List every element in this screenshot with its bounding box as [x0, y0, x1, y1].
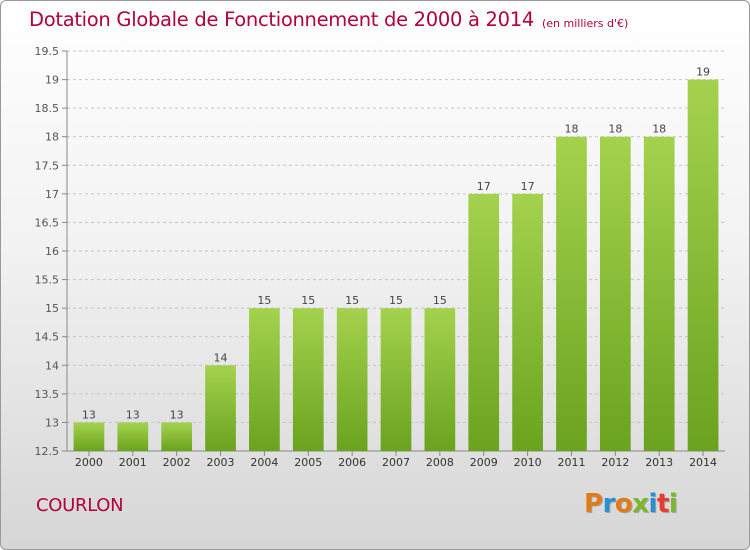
chart-title: Dotation Globale de Fonctionnement de 20…: [29, 8, 534, 31]
y-tick-label: 16.5: [35, 216, 60, 229]
x-tick-label: 2010: [514, 456, 542, 469]
logo-letter: x: [632, 489, 649, 519]
y-tick-label: 15: [45, 302, 59, 315]
x-tick-label: 2004: [250, 456, 278, 469]
y-tick-label: 14: [45, 359, 59, 372]
x-tick-label: 2005: [294, 456, 322, 469]
logo-letter: i: [668, 489, 678, 519]
y-tick-label: 12.5: [35, 445, 60, 458]
bar-2014: [687, 79, 719, 452]
data-label: 15: [345, 294, 359, 307]
data-label: 19: [696, 66, 710, 79]
data-label: 13: [82, 408, 96, 421]
y-tick-label: 13.5: [35, 388, 60, 401]
x-tick-label: 2000: [75, 456, 103, 469]
x-tick-label: 2003: [207, 456, 235, 469]
logo-letter: t: [656, 489, 669, 519]
bar-2000: [73, 422, 105, 451]
logo-letter: P: [584, 489, 603, 519]
data-label: 15: [389, 294, 403, 307]
x-tick-label: 2011: [557, 456, 585, 469]
bar-2005: [292, 308, 324, 451]
y-tick-label: 18.5: [35, 102, 60, 115]
bar-2002: [161, 422, 193, 451]
y-tick-label: 13: [45, 416, 59, 429]
data-label: 13: [126, 408, 140, 421]
x-tick-label: 2008: [426, 456, 454, 469]
x-tick-label: 2002: [163, 456, 191, 469]
data-label: 17: [521, 180, 535, 193]
x-tick-label: 2009: [470, 456, 498, 469]
proxiti-logo: Proxiti: [584, 489, 678, 519]
bar-2004: [249, 308, 280, 451]
bar-2001: [117, 422, 149, 451]
bar-2011: [556, 136, 587, 451]
x-tick-label: 2012: [601, 456, 629, 469]
x-tick-label: 2006: [338, 456, 366, 469]
data-label: 18: [652, 123, 666, 136]
data-label: 14: [214, 351, 228, 364]
bar-2009: [468, 193, 500, 451]
bar-2010: [512, 193, 543, 451]
chart-unit-note: (en milliers d'€): [542, 17, 629, 30]
bar-2008: [424, 308, 456, 451]
y-tick-label: 17: [45, 188, 59, 201]
y-tick-label: 19.5: [35, 45, 60, 58]
commune-name: COURLON: [36, 495, 124, 516]
y-tick-label: 16: [45, 245, 59, 258]
y-tick-label: 19: [45, 74, 59, 87]
x-tick-label: 2013: [645, 456, 673, 469]
data-label: 18: [608, 123, 622, 136]
y-tick-label: 18: [45, 131, 59, 144]
data-label: 17: [477, 180, 491, 193]
data-label: 18: [564, 123, 578, 136]
x-tick-label: 2001: [119, 456, 147, 469]
logo-letter: r: [602, 489, 616, 519]
data-label: 15: [301, 294, 315, 307]
data-label: 13: [170, 408, 184, 421]
bar-2013: [643, 136, 675, 451]
logo-letter: i: [648, 489, 658, 519]
bar-2012: [599, 136, 631, 451]
data-label: 15: [433, 294, 447, 307]
logo-letter: o: [614, 489, 633, 519]
bar-2006: [336, 308, 368, 451]
x-tick-label: 2007: [382, 456, 410, 469]
bar-2003: [205, 365, 236, 451]
y-tick-label: 14.5: [35, 331, 60, 344]
y-tick-label: 15.5: [35, 274, 60, 287]
data-label: 15: [257, 294, 271, 307]
x-tick-label: 2014: [689, 456, 717, 469]
bar-2007: [380, 308, 412, 451]
y-tick-label: 17.5: [35, 159, 60, 172]
